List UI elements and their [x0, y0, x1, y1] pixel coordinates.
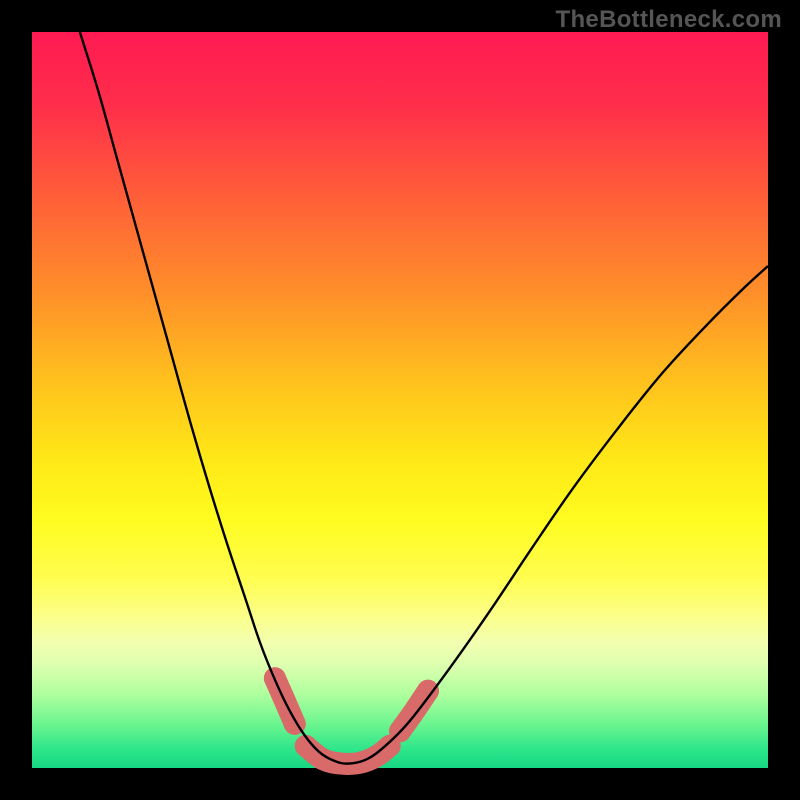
plot-background — [32, 32, 768, 768]
chart-svg — [0, 0, 800, 800]
chart-stage: TheBottleneck.com — [0, 0, 800, 800]
watermark-text: TheBottleneck.com — [556, 6, 782, 34]
